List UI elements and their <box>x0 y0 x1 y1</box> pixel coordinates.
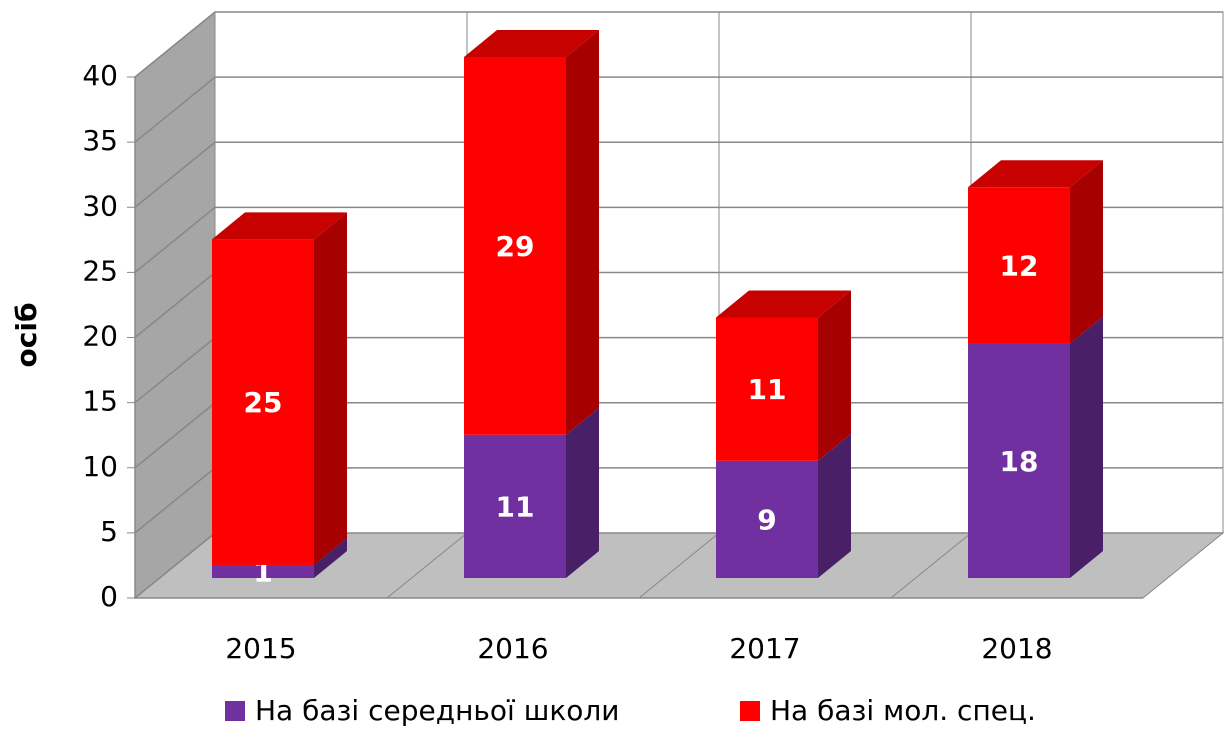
grid-line <box>134 337 216 404</box>
data-label: 11 <box>748 373 787 406</box>
bar-side <box>314 537 347 578</box>
bar-top <box>716 290 851 318</box>
data-label: 12 <box>1000 249 1039 282</box>
grid-line <box>134 271 216 339</box>
bar <box>716 317 818 461</box>
bar <box>464 57 566 435</box>
bar-top <box>968 160 1103 188</box>
y-tick-label: 30 <box>82 189 118 222</box>
grid-line <box>134 206 216 273</box>
legend-swatch <box>740 701 760 721</box>
y-tick-label: 20 <box>82 320 118 353</box>
legend-swatch <box>225 701 245 721</box>
legend-label: На базі середньої школи <box>255 694 619 727</box>
floor-divider <box>890 532 972 599</box>
data-label: 29 <box>496 230 535 263</box>
bar-side <box>314 212 347 565</box>
bar-side <box>818 290 851 461</box>
x-tick-label: 2015 <box>225 632 296 665</box>
x-tick-label: 2018 <box>981 632 1052 665</box>
bar <box>464 434 566 578</box>
bar <box>968 343 1070 578</box>
bar <box>212 564 314 578</box>
bar-top <box>464 30 599 57</box>
data-label: 18 <box>1000 445 1039 478</box>
bar <box>968 187 1070 344</box>
data-label: 25 <box>244 386 283 419</box>
data-label: 9 <box>757 503 776 536</box>
y-tick-label: 10 <box>82 450 118 483</box>
y-tick-label: 25 <box>82 254 118 287</box>
y-axis-title: осіб <box>10 303 43 368</box>
grid-line <box>134 402 216 469</box>
y-tick-label: 5 <box>100 515 118 548</box>
bar-side <box>566 407 599 578</box>
floor-divider <box>638 532 720 599</box>
bar-side <box>566 30 599 435</box>
floor-divider <box>386 532 468 599</box>
bar <box>716 460 818 578</box>
y-tick-label: 40 <box>82 59 118 92</box>
grid-line <box>134 532 216 599</box>
y-tick-label: 0 <box>100 580 118 613</box>
grid-line <box>134 76 216 143</box>
bar-side <box>1070 160 1103 344</box>
bar-side <box>818 433 851 578</box>
bar-side <box>1070 316 1103 578</box>
grid-line <box>134 467 216 534</box>
bar-top <box>212 212 347 240</box>
grid-line <box>134 11 216 78</box>
grid-line <box>134 141 216 208</box>
bar <box>212 239 314 565</box>
x-tick-label: 2017 <box>729 632 800 665</box>
y-tick-label: 15 <box>82 385 118 418</box>
legend-label: На базі мол. спец. <box>770 694 1036 727</box>
y-tick-label: 35 <box>82 124 118 157</box>
x-tick-label: 2016 <box>477 632 548 665</box>
data-label: 11 <box>496 490 535 523</box>
